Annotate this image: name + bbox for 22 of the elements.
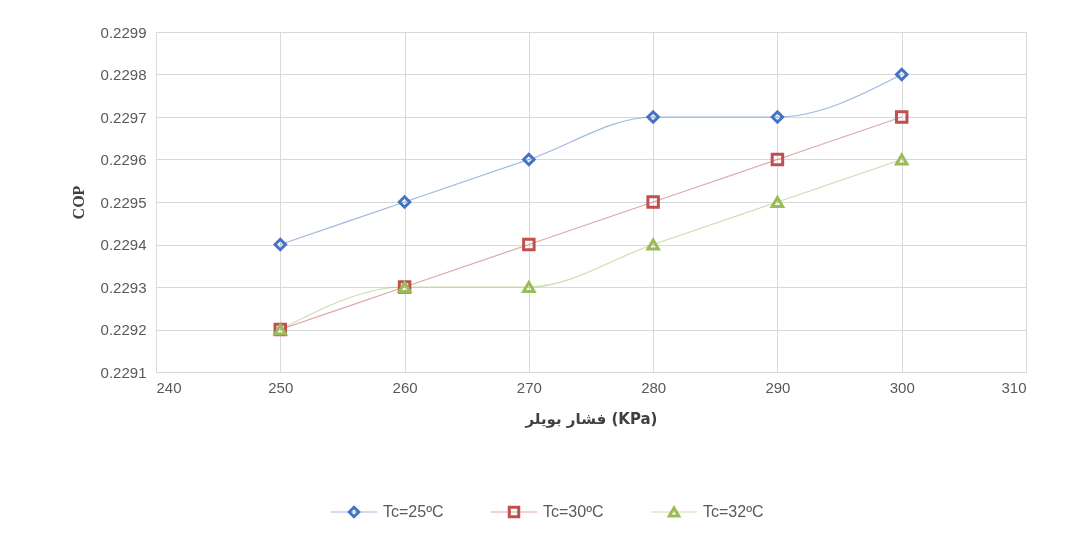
x-tick-label: 290 <box>765 378 791 396</box>
x-tick-label: 300 <box>889 378 915 396</box>
y-tick-label: 0.2299 <box>100 23 147 41</box>
y-tick-label: 0.2297 <box>100 108 147 126</box>
x-axis-title: فشار بویلر (KPa) <box>524 409 658 428</box>
legend-label: Tc=30ºC <box>543 503 604 520</box>
y-tick-label: 0.2293 <box>100 278 147 296</box>
legend-label: Tc=32ºC <box>703 503 764 520</box>
y-tick-label: 0.2295 <box>100 193 147 211</box>
x-tick-label: 270 <box>516 378 542 396</box>
x-tick-label: 260 <box>392 378 418 396</box>
y-tick-label: 0.2292 <box>100 321 147 338</box>
x-tick-label: 280 <box>641 378 667 396</box>
y-axis-title: COP <box>69 185 87 220</box>
x-tick-label: 310 <box>1001 378 1027 396</box>
y-tick-label: 0.2298 <box>100 66 147 83</box>
y-tick-label: 0.2296 <box>100 151 147 168</box>
legend-label: Tc=25ºC <box>383 503 444 520</box>
x-tick-label: 250 <box>268 378 294 396</box>
x-tick-label: 240 <box>156 378 182 396</box>
y-tick-label: 0.2294 <box>100 236 147 253</box>
y-tick-label: 0.2291 <box>100 363 147 381</box>
